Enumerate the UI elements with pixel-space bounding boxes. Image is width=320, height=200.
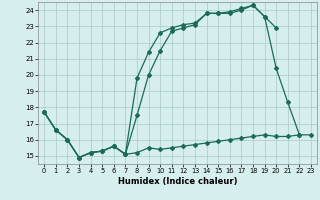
X-axis label: Humidex (Indice chaleur): Humidex (Indice chaleur) — [118, 177, 237, 186]
